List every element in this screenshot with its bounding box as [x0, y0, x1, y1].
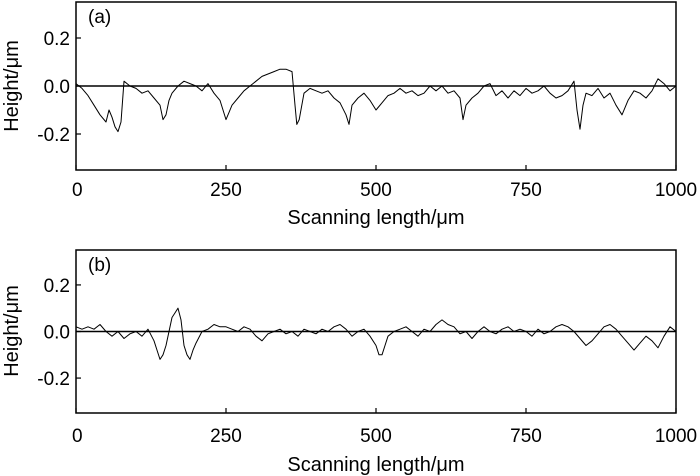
- panel-b: 0 250 500 750 1000 0.2 0.0 -0.2 (b) Scanning leng…: [1, 249, 697, 476]
- panel-a: 0 250 500 750 1000 0.2 0.0 -0.2 (a) Scanning leng…: [1, 1, 697, 229]
- y-axis-label: Height/μm: [1, 40, 23, 132]
- x-axis-label: Scanning length/μm: [287, 207, 464, 229]
- y-tick-label: 0.2: [44, 276, 70, 297]
- x-tick-label: 500: [360, 426, 392, 447]
- panel-label: (b): [88, 255, 111, 276]
- panel-label: (a): [88, 7, 111, 28]
- x-tick-label: 750: [510, 180, 542, 201]
- y-tick-label: 0.0: [44, 77, 70, 98]
- profile-series-line: [75, 307, 677, 360]
- y-tick-label: -0.2: [37, 125, 70, 146]
- x-tick-label: 1000: [655, 426, 697, 447]
- x-axis-label: Scanning length/μm: [287, 454, 464, 476]
- x-tick-label: 1000: [655, 180, 697, 201]
- y-axis-label: Height/μm: [1, 285, 23, 377]
- x-tick-label: 0: [72, 426, 83, 447]
- profile-series-line: [75, 68, 677, 133]
- x-tick-label: 0: [72, 180, 83, 201]
- x-tick-label: 250: [210, 426, 242, 447]
- x-tick-label: 500: [360, 180, 392, 201]
- x-tick-label: 250: [210, 180, 242, 201]
- x-tick-label: 750: [510, 426, 542, 447]
- y-tick-label: 0.0: [44, 323, 70, 344]
- y-tick-label: 0.2: [44, 29, 70, 50]
- y-tick-label: -0.2: [37, 369, 70, 390]
